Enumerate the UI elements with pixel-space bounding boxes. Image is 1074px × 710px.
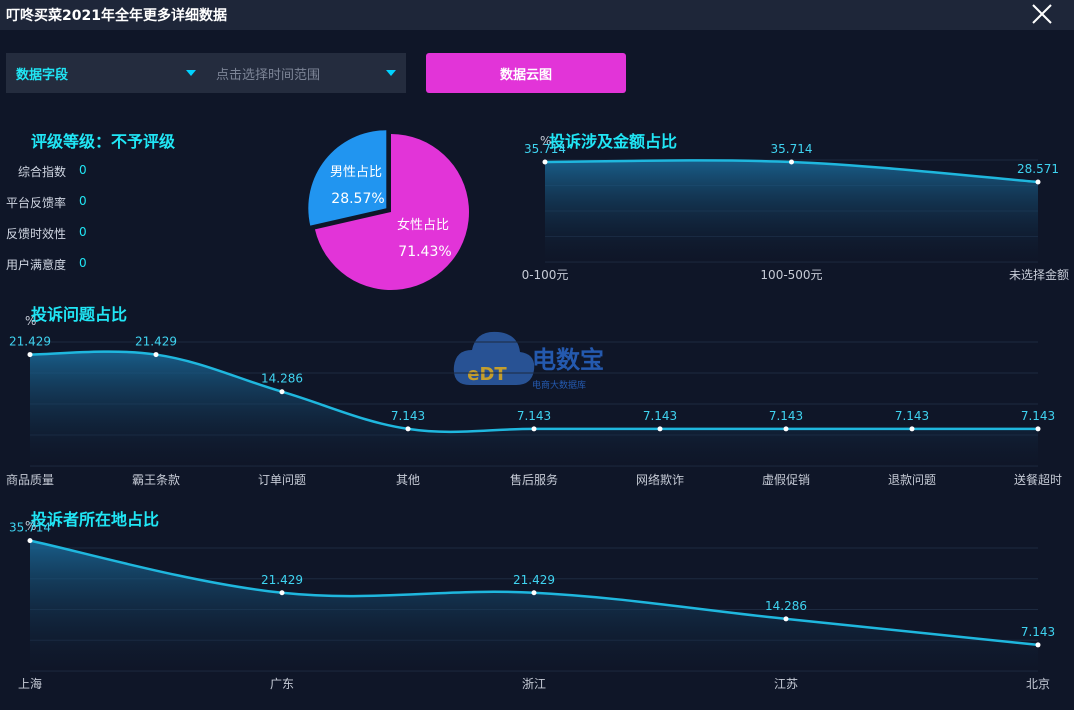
metric-label: 综合指数	[17, 165, 66, 179]
data-point[interactable]	[783, 426, 789, 432]
time-range-placeholder: 点击选择时间范围	[216, 68, 321, 83]
time-range-select[interactable]: 点击选择时间范围	[206, 53, 406, 93]
rating-title: 评级等级：不予评级	[31, 132, 176, 151]
close-icon[interactable]	[1030, 2, 1054, 26]
x-tick-label: 0-100元	[522, 268, 569, 282]
data-point[interactable]	[279, 590, 285, 596]
metric-label: 反馈时效性	[5, 227, 66, 241]
x-tick-label: 售后服务	[510, 472, 558, 487]
x-tick-label: 网络欺诈	[636, 472, 684, 487]
data-point[interactable]	[1035, 426, 1041, 432]
data-point[interactable]	[1035, 179, 1041, 185]
x-tick-label: 浙江	[522, 677, 546, 691]
edt-logo-text: eDT	[467, 364, 507, 385]
data-label: 7.143	[517, 409, 551, 423]
data-point[interactable]	[27, 352, 33, 358]
watermark-sub: 电商大数据库	[532, 379, 586, 391]
axis-unit-label: %	[25, 314, 36, 328]
data-label: 21.429	[261, 573, 303, 587]
data-label: 14.286	[765, 599, 807, 613]
watermark-logo: eDT 电数宝 电商大数据库	[453, 331, 604, 391]
data-point[interactable]	[657, 426, 663, 432]
x-tick-label: 北京	[1026, 677, 1050, 691]
watermark-brand: 电数宝	[532, 346, 604, 374]
data-label: 7.143	[643, 409, 677, 423]
data-point[interactable]	[1035, 642, 1041, 648]
x-tick-label: 未选择金额	[1009, 267, 1069, 282]
data-point[interactable]	[909, 426, 915, 432]
metric-value: 0	[79, 256, 87, 270]
area-fill	[30, 540, 1038, 671]
chevron-down-icon	[386, 70, 396, 76]
x-tick-label: 江苏	[774, 677, 798, 691]
data-point[interactable]	[531, 426, 537, 432]
data-label: 35.714	[9, 521, 51, 535]
chevron-down-icon	[186, 70, 196, 76]
data-point[interactable]	[783, 616, 789, 622]
x-tick-label: 订单问题	[258, 473, 306, 487]
pie-slice-female[interactable]	[314, 134, 470, 290]
pie-slice-male[interactable]	[308, 130, 387, 226]
cloud-icon	[453, 331, 535, 385]
metric-value: 0	[79, 194, 87, 208]
data-label: 14.286	[261, 372, 303, 386]
pie-label-female-value: 71.43%	[398, 244, 451, 260]
data-point[interactable]	[405, 426, 411, 432]
data-label: 7.143	[769, 409, 803, 423]
data-point[interactable]	[27, 538, 33, 544]
x-tick-label: 广东	[270, 677, 294, 691]
data-label: 21.429	[9, 335, 51, 349]
window-title: 叮咚买菜2021年全年更多详细数据	[6, 8, 227, 24]
x-tick-label: 虚假促销	[762, 473, 810, 487]
axis-unit-label: %	[540, 134, 551, 148]
area-fill	[545, 160, 1038, 262]
pie-label-male-value: 28.57%	[331, 191, 384, 207]
field-select[interactable]: 数据字段	[6, 53, 206, 93]
x-tick-label: 退款问题	[888, 473, 936, 487]
metric-label: 用户满意度	[5, 258, 66, 272]
title-bar: 叮咚买菜2021年全年更多详细数据	[0, 0, 1074, 30]
pie-label-female-name: 女性占比	[397, 217, 449, 233]
data-point[interactable]	[542, 159, 548, 165]
x-tick-label: 霸王条款	[132, 473, 180, 487]
issues-chart-title: 投诉问题占比	[31, 305, 128, 324]
amount-chart-title: 投诉涉及金额占比	[549, 132, 678, 151]
metric-value: 0	[79, 225, 87, 239]
axis-unit-label: %	[25, 519, 36, 533]
data-label: 35.714	[524, 142, 566, 156]
data-point[interactable]	[531, 590, 537, 596]
data-label: 35.714	[771, 142, 813, 156]
x-tick-label: 商品质量	[6, 472, 54, 487]
region-chart-title: 投诉者所在地占比	[31, 510, 160, 529]
x-tick-label: 送餐超时	[1014, 472, 1062, 487]
data-label: 7.143	[391, 409, 425, 423]
metric-label: 平台反馈率	[5, 196, 66, 210]
data-label: 28.571	[1017, 162, 1059, 176]
data-point[interactable]	[279, 389, 285, 395]
x-tick-label: 上海	[18, 676, 42, 691]
data-label: 21.429	[513, 573, 555, 587]
metric-value: 0	[79, 163, 87, 177]
data-cloud-button[interactable]: 数据云图	[426, 53, 626, 93]
data-point[interactable]	[153, 352, 159, 358]
x-tick-label: 100-500元	[760, 268, 822, 282]
data-label: 7.143	[1021, 625, 1055, 639]
data-label: 7.143	[895, 409, 929, 423]
area-fill	[30, 351, 1038, 466]
field-select-value: 数据字段	[16, 68, 69, 83]
data-label: 21.429	[135, 335, 177, 349]
pie-label-male-name: 男性占比	[330, 165, 382, 180]
data-point[interactable]	[789, 159, 794, 165]
x-tick-label: 其他	[396, 473, 420, 487]
data-label: 7.143	[1021, 409, 1055, 423]
